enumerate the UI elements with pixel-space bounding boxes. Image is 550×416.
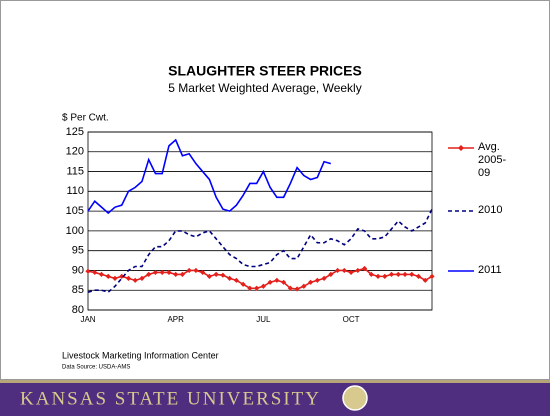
point (193, 267, 199, 274)
point (146, 271, 152, 277)
point (85, 268, 91, 274)
series-line (87, 208, 433, 294)
point (375, 273, 381, 279)
y-tick-label: 125 (66, 126, 84, 138)
footer-rule (0, 380, 550, 383)
point (159, 269, 165, 276)
y-tick-label: 115 (66, 165, 84, 177)
point (200, 269, 206, 276)
x-tick-label: OCT (343, 315, 360, 324)
point (179, 271, 186, 277)
y-tick-label: 110 (66, 185, 84, 197)
logo (342, 385, 368, 411)
y-tick-label: 120 (66, 146, 84, 158)
footer-text: KANSAS STATE UNIVERSITY (20, 388, 321, 409)
y-tick-label: 80 (72, 304, 84, 316)
footer-band (0, 380, 550, 416)
legend-label: 2010 (478, 204, 503, 216)
point (395, 271, 401, 277)
point (119, 273, 125, 279)
point (166, 269, 172, 276)
point (254, 285, 260, 291)
point (287, 285, 293, 291)
point (173, 271, 179, 277)
legend-item: Avg. 2005-09 (478, 141, 507, 179)
point (341, 267, 347, 274)
x-tick-label: JAN (80, 315, 95, 324)
legend-marker (458, 145, 464, 151)
x-tick-label: APR (167, 315, 184, 324)
point (422, 277, 428, 283)
y-tick-label: 85 (72, 284, 84, 296)
chart-title: SLAUGHTER STEER PRICES (168, 63, 362, 79)
legend-item: 2011 (478, 264, 502, 276)
point (429, 273, 435, 279)
point (301, 283, 307, 289)
point (105, 273, 111, 279)
y-tick-label: 95 (72, 245, 84, 257)
point (409, 271, 415, 277)
y-tick-label: 100 (66, 225, 84, 237)
plot-frame (87, 131, 433, 311)
legend-item: 2010 (478, 204, 503, 216)
y-tick-label: 105 (66, 205, 84, 217)
point (240, 281, 246, 287)
point (213, 271, 219, 277)
point (355, 267, 361, 274)
point (281, 279, 287, 285)
point (125, 275, 132, 281)
point (233, 277, 239, 283)
point (382, 273, 388, 279)
point (388, 271, 395, 277)
point (227, 275, 233, 281)
legend-label: 2011 (478, 264, 502, 276)
x-tick-label: JUL (256, 315, 271, 324)
point (368, 271, 374, 277)
point (328, 271, 334, 277)
point (274, 277, 280, 283)
data-source: Data Source: USDA-AMS (62, 365, 130, 371)
point (186, 267, 192, 274)
point (415, 273, 422, 279)
point (92, 269, 98, 276)
point (321, 275, 327, 281)
point (402, 271, 408, 277)
chart-subtitle: 5 Market Weighted Average, Weekly (168, 81, 361, 95)
point (307, 279, 314, 285)
point (247, 285, 253, 291)
point (112, 275, 118, 281)
point (267, 279, 273, 285)
point (361, 265, 368, 272)
series-line (87, 267, 433, 290)
source: Livestock Marketing Information Center (62, 350, 219, 360)
series-line (87, 138, 332, 215)
point (152, 269, 159, 276)
point (139, 275, 145, 281)
point (98, 271, 105, 277)
legend-label: Avg. 2005-09 (478, 141, 507, 179)
point (260, 283, 266, 289)
y-axis-label: $ Per Cwt. (62, 113, 109, 124)
point (206, 273, 213, 279)
point (294, 286, 300, 292)
slide-frame (0, 0, 550, 380)
y-tick-label: 90 (72, 264, 84, 276)
point (132, 277, 138, 283)
point (334, 267, 341, 274)
point (348, 269, 354, 276)
point (220, 272, 226, 278)
point (314, 277, 320, 283)
